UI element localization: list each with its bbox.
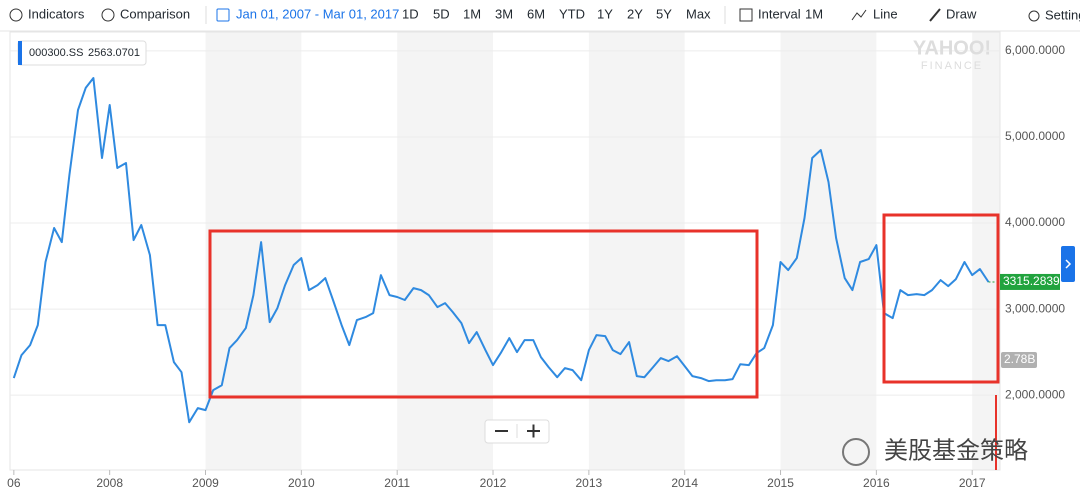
x-tick-label: 06 bbox=[7, 476, 21, 490]
highlight-box bbox=[208, 229, 759, 399]
side-panel-toggle[interactable] bbox=[1061, 246, 1075, 282]
price-line bbox=[12, 77, 990, 424]
range-button[interactable]: 6M bbox=[527, 6, 545, 21]
calendar-icon bbox=[216, 8, 230, 22]
x-tick-label: 2011 bbox=[384, 476, 410, 490]
range-button[interactable]: 5D bbox=[433, 6, 450, 21]
y-tick-label: 2,000.0000 bbox=[1005, 387, 1065, 401]
legend-name: 000300.SS bbox=[29, 47, 83, 59]
range-button[interactable]: YTD bbox=[559, 6, 585, 21]
grid: 06 2008 2009 2010 2011 2012 2013 2014 2015 2016 20… bbox=[7, 43, 1065, 490]
x-tick-label: 2014 bbox=[671, 476, 698, 490]
settings-icon bbox=[1028, 10, 1040, 22]
range-button[interactable]: 1M bbox=[463, 6, 481, 21]
icon bbox=[9, 8, 23, 22]
y-tick-label: 5,000.0000 bbox=[1005, 129, 1065, 143]
date-range[interactable]: Jan 01, 2007 - Mar 01, 2017 bbox=[236, 6, 399, 21]
range-button[interactable]: 1Y bbox=[597, 6, 613, 21]
range-button[interactable]: 2Y bbox=[627, 6, 643, 21]
y-tick-label: 6,000.0000 bbox=[1005, 43, 1065, 57]
x-tick-label: 2013 bbox=[576, 476, 603, 490]
volume-tag-label: 2.78B bbox=[1004, 352, 1035, 366]
range-button[interactable]: 1D bbox=[402, 6, 419, 21]
comparison-button[interactable]: Comparison bbox=[120, 6, 190, 21]
year-band bbox=[205, 32, 302, 470]
year-band bbox=[588, 32, 685, 470]
x-tick-label: 2010 bbox=[288, 476, 315, 490]
price-tag-label: 3315.2839 bbox=[1003, 274, 1060, 288]
y-tick-label: 4,000.0000 bbox=[1005, 215, 1065, 229]
draw-icon bbox=[929, 8, 941, 22]
indicators-button[interactable]: Indicators bbox=[28, 6, 85, 21]
draw-button[interactable]: Draw bbox=[946, 6, 977, 21]
x-tick-label: 2012 bbox=[480, 476, 507, 490]
highlight-box bbox=[882, 213, 1000, 384]
x-tick-label: 2009 bbox=[192, 476, 219, 490]
x-tick-label: 2015 bbox=[767, 476, 794, 490]
icon bbox=[101, 8, 115, 22]
price-tag bbox=[1000, 273, 1060, 290]
interval-button[interactable]: Interval bbox=[758, 6, 801, 21]
x-tick-label: 2008 bbox=[96, 476, 123, 490]
year-bands bbox=[9, 31, 1001, 471]
plot-border bbox=[9, 31, 1001, 471]
legend-swatch bbox=[18, 41, 22, 65]
zoom-in[interactable] bbox=[527, 424, 540, 438]
wechat-icon bbox=[842, 438, 870, 466]
plot: 3315.2839 2.78B bbox=[12, 77, 1060, 470]
volume-tag bbox=[1001, 352, 1037, 368]
watermark: FINANCE bbox=[921, 60, 983, 72]
corner-watermark: 美股基金策略 bbox=[884, 437, 1028, 464]
year-band bbox=[780, 32, 877, 470]
range-button[interactable]: 3M bbox=[495, 6, 513, 21]
range-button[interactable]: 5Y bbox=[656, 6, 672, 21]
range-buttons: 1D 5D 1M 3M 6M YTD 1Y 2Y 5Y Max bbox=[402, 6, 711, 21]
range-button[interactable]: Max bbox=[686, 6, 711, 21]
y-tick-label: 3,000.0000 bbox=[1005, 301, 1065, 315]
settings-button[interactable]: Setting bbox=[1045, 7, 1080, 22]
watermark: YAHOO! bbox=[913, 37, 991, 59]
interval-icon bbox=[739, 8, 753, 22]
line-icon bbox=[851, 9, 867, 21]
chevron bbox=[1065, 259, 1072, 269]
interval-value[interactable]: 1M bbox=[805, 6, 823, 21]
x-tick-label: 2016 bbox=[863, 476, 890, 490]
chart-style-button[interactable]: Line bbox=[873, 6, 898, 21]
legend-value: 2563.0701 bbox=[88, 47, 140, 59]
x-tick-label: 2017 bbox=[959, 476, 986, 490]
year-band bbox=[397, 32, 494, 470]
